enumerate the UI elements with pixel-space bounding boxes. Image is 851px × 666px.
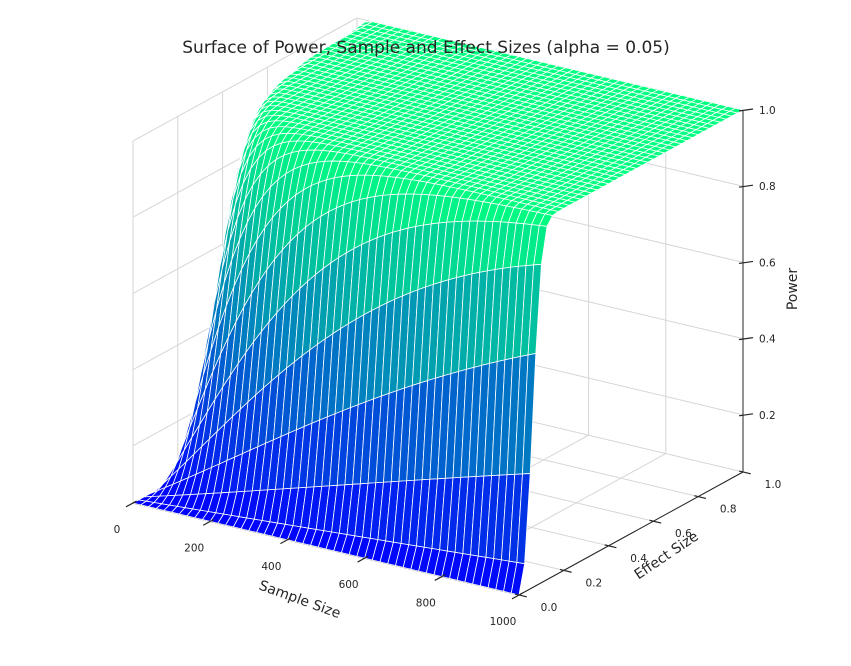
z-tick-mark (738, 184, 754, 188)
x-tick-label: 400 (261, 561, 281, 573)
y-tick-mark (694, 495, 707, 500)
tick-marks-and-labels: 0 200 400 600 800 1000 0.0 0.2 0.4 0.6 0.8 1.0 0.2 0.… (114, 105, 782, 628)
y-tick-mark (514, 593, 527, 598)
x-tick-label: 1000 (490, 616, 517, 628)
x-tick-mark (280, 537, 292, 545)
y-tick-label: 0.0 (541, 602, 558, 614)
y-tick-mark (604, 544, 617, 549)
x-tick-mark (434, 574, 446, 581)
z-tick-mark (738, 108, 754, 112)
z-tick-label: 0.2 (759, 410, 776, 422)
z-tick-mark (738, 413, 754, 417)
x-tick-mark (125, 500, 137, 508)
x-tick-mark (357, 555, 369, 563)
z-tick-mark (738, 337, 754, 341)
y-axis-line (518, 471, 744, 596)
y-tick-label: 0.2 (585, 577, 602, 589)
y-tick-label: 0.4 (630, 553, 647, 565)
x-tick-label: 800 (416, 598, 436, 610)
x-tick-label: 0 (114, 524, 121, 536)
z-tick-label: 1.0 (759, 105, 776, 117)
z-tick-label: 0.8 (759, 181, 776, 193)
y-tick-mark (559, 568, 572, 573)
y-tick-label: 0.6 (675, 528, 692, 540)
z-tick-label: 0.4 (759, 334, 776, 346)
x-tick-mark (511, 592, 523, 600)
y-tick-mark (649, 519, 662, 524)
y-tick-label: 1.0 (765, 479, 782, 491)
z-tick-mark (738, 260, 754, 265)
z-tick-label: 0.6 (759, 257, 776, 269)
y-tick-mark (738, 470, 751, 475)
y-tick-label: 0.8 (720, 504, 737, 516)
x-tick-label: 600 (339, 579, 359, 591)
x-tick-label: 200 (184, 542, 204, 554)
x-tick-mark (202, 518, 214, 526)
z-gridline-left (132, 17, 358, 142)
z-axis-label: Power (785, 268, 801, 311)
chart-title: Surface of Power, Sample and Effect Size… (182, 38, 669, 58)
power-surface (131, 21, 745, 596)
